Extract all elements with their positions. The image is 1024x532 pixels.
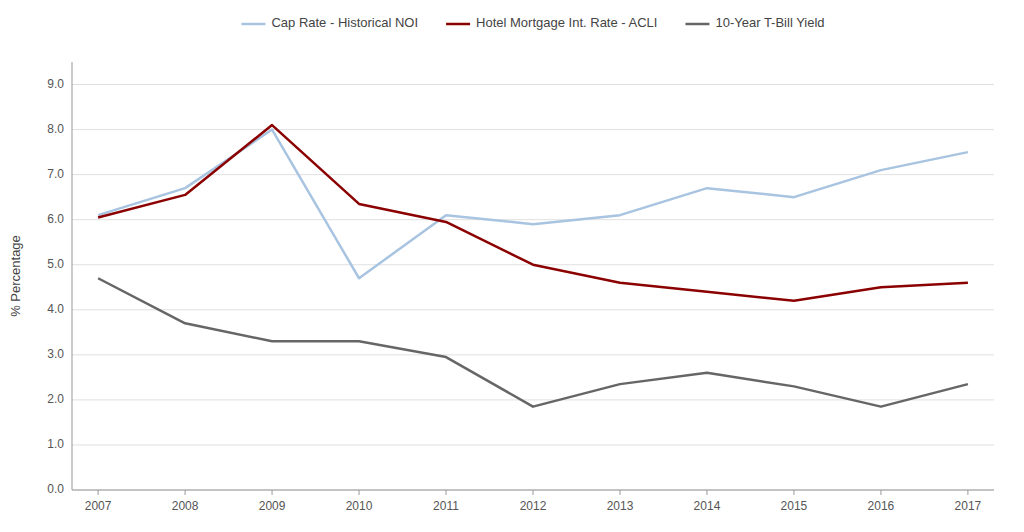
y-axis-line xyxy=(72,62,73,490)
x-tick-label: 2008 xyxy=(172,499,199,513)
legend-swatch xyxy=(446,23,470,26)
y-tick-label: 3.0 xyxy=(47,347,64,361)
x-tick xyxy=(359,490,360,495)
y-tick-label: 5.0 xyxy=(47,257,64,271)
x-tick-label: 2009 xyxy=(259,499,286,513)
x-tick-label: 2017 xyxy=(955,499,982,513)
x-tick-label: 2010 xyxy=(346,499,373,513)
grid-line xyxy=(72,129,994,130)
legend-item: Cap Rate - Historical NOI xyxy=(241,15,418,30)
series-line xyxy=(98,125,968,301)
legend-label: 10-Year T-Bill Yield xyxy=(715,15,824,30)
x-tick xyxy=(793,490,794,495)
grid-line xyxy=(72,354,994,355)
x-tick-label: 2012 xyxy=(520,499,547,513)
y-tick-label: 0.0 xyxy=(47,482,64,496)
y-tick-label: 6.0 xyxy=(47,212,64,226)
y-grid xyxy=(72,85,994,490)
grid-line xyxy=(72,219,994,220)
legend-item: 10-Year T-Bill Yield xyxy=(685,15,824,30)
legend-label: Cap Rate - Historical NOI xyxy=(271,15,418,30)
legend-item: Hotel Mortgage Int. Rate - ACLI xyxy=(446,15,657,30)
grid-line xyxy=(72,444,994,445)
x-tick xyxy=(98,490,99,495)
x-tick-label: 2015 xyxy=(781,499,808,513)
legend-swatch xyxy=(685,23,709,26)
y-tick-label: 9.0 xyxy=(47,77,64,91)
x-tick xyxy=(619,490,620,495)
x-tick xyxy=(967,490,968,495)
legend-label: Hotel Mortgage Int. Rate - ACLI xyxy=(476,15,657,30)
x-tick xyxy=(446,490,447,495)
x-tick xyxy=(272,490,273,495)
y-tick-label: 7.0 xyxy=(47,167,64,181)
series-line xyxy=(98,278,968,406)
x-tick xyxy=(706,490,707,495)
legend-swatch xyxy=(241,23,265,26)
x-tick-label: 2016 xyxy=(868,499,895,513)
y-tick-label: 8.0 xyxy=(47,122,64,136)
series-line xyxy=(98,130,968,279)
y-axis-label: % Percentage xyxy=(8,235,23,317)
legend: Cap Rate - Historical NOI Hotel Mortgage … xyxy=(241,15,824,30)
x-tick-label: 2013 xyxy=(607,499,634,513)
y-tick-label: 4.0 xyxy=(47,302,64,316)
grid-line xyxy=(72,84,994,85)
y-tick-label: 1.0 xyxy=(47,437,64,451)
x-tick-label: 2007 xyxy=(85,499,112,513)
y-tick-label: 2.0 xyxy=(47,392,64,406)
x-tick-label: 2011 xyxy=(433,499,459,513)
lines xyxy=(98,125,968,407)
chart: 0.0 1.0 2.0 3.0 4.0 5.0 6.0 7.0 8.0 9.0 2007 2008 20… xyxy=(0,0,1024,532)
grid-line xyxy=(72,309,994,310)
x-tick-label: 2014 xyxy=(694,499,721,513)
x-tick xyxy=(533,490,534,495)
x-tick xyxy=(185,490,186,495)
x-tick xyxy=(880,490,881,495)
